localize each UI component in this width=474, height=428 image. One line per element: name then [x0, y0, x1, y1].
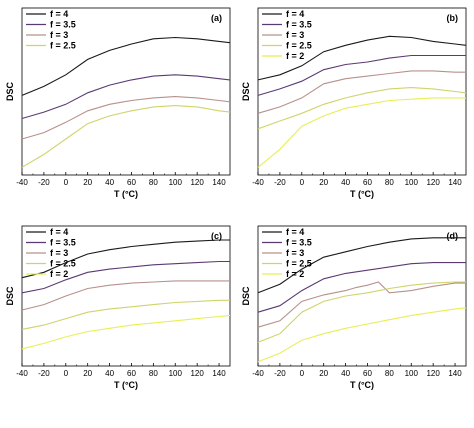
x-tick-label: -40 [16, 369, 28, 378]
legend-entry: f = 2.5 [50, 259, 76, 269]
x-tick-label: 120 [190, 178, 204, 187]
series-line-5 [257, 97, 466, 168]
panel-label: (d) [447, 231, 459, 241]
series-line-4 [21, 299, 230, 330]
legend-entry: f = 2.5 [286, 41, 312, 51]
x-tick-label: -20 [38, 178, 50, 187]
x-tick-label: 0 [64, 178, 69, 187]
x-tick-label: 120 [426, 369, 440, 378]
x-tick-label: 140 [212, 178, 226, 187]
x-tick-label: -20 [274, 178, 286, 187]
x-tick-label: 100 [405, 178, 419, 187]
series-line-3 [21, 280, 230, 311]
legend-entry: f = 3 [50, 248, 68, 258]
x-axis-label: T (°C) [114, 380, 138, 390]
x-tick-label: 60 [127, 369, 136, 378]
x-tick-label: -20 [38, 369, 50, 378]
x-tick-label: 140 [448, 178, 462, 187]
x-tick-label: 20 [83, 369, 92, 378]
x-tick-label: 60 [363, 178, 372, 187]
x-tick-label: 140 [212, 369, 226, 378]
legend-entry: f = 2 [50, 269, 68, 279]
series-line-5 [257, 307, 467, 363]
y-axis-label: DSC [5, 82, 15, 102]
legend-entry: f = 2.5 [286, 259, 312, 269]
series-line-1 [257, 237, 466, 294]
x-tick-label: 120 [190, 369, 204, 378]
x-tick-label: 40 [341, 369, 350, 378]
x-tick-label: 0 [64, 369, 69, 378]
x-tick-label: 60 [363, 369, 372, 378]
x-tick-label: 0 [300, 178, 305, 187]
legend-entry: f = 3.5 [286, 238, 312, 248]
legend-entry: f = 4 [286, 9, 304, 19]
x-tick-label: -40 [252, 178, 264, 187]
series-line-3 [257, 281, 466, 328]
x-tick-label: 20 [319, 178, 328, 187]
x-tick-label: 140 [448, 369, 462, 378]
legend-entry: f = 4 [50, 227, 68, 237]
panel-label: (b) [447, 13, 459, 23]
series-line-1 [21, 239, 230, 279]
series-line-4 [257, 87, 467, 130]
x-tick-label: -40 [252, 369, 264, 378]
legend-entry: f = 2.5 [50, 41, 76, 51]
legend-entry: f = 2 [286, 269, 304, 279]
x-tick-label: 100 [169, 369, 183, 378]
x-tick-label: 100 [169, 178, 183, 187]
x-tick-label: 80 [385, 369, 394, 378]
x-tick-label: 80 [385, 178, 394, 187]
legend-entry: f = 3.5 [50, 20, 76, 30]
panel-4: -40 -20 0 20 40 60 80 100 120 140 T (°C) DSC (d) f = … [241, 225, 467, 390]
y-axis-label: DSC [241, 286, 251, 306]
series-line-2 [21, 74, 231, 120]
x-axis-label: T (°C) [114, 189, 138, 199]
series-line-1 [257, 35, 467, 81]
legend-entry: f = 4 [286, 227, 304, 237]
x-tick-label: -20 [274, 369, 286, 378]
series-line-4 [257, 281, 466, 343]
x-tick-label: 80 [149, 178, 158, 187]
x-tick-label: 80 [149, 369, 158, 378]
legend-entry: f = 2 [286, 51, 304, 61]
x-axis-label: T (°C) [350, 189, 374, 199]
x-tick-label: 20 [319, 369, 328, 378]
series-line-5 [21, 314, 231, 350]
series-line-3 [257, 70, 466, 114]
x-axis-label: T (°C) [350, 380, 374, 390]
legend-entry: f = 3 [50, 30, 68, 40]
series-line-2 [257, 262, 466, 313]
series-line-2 [21, 260, 230, 294]
plot-frame [257, 225, 467, 367]
legend-entry: f = 3 [286, 248, 304, 258]
panel-1: -40 -20 0 20 40 60 80 100 120 140 T (°C) DSC (a) f = … [5, 7, 231, 199]
y-axis-label: DSC [5, 286, 15, 306]
x-tick-label: 0 [300, 369, 305, 378]
panel-label: (c) [211, 231, 222, 241]
plot-frame [257, 7, 467, 176]
series-line-3 [21, 96, 231, 140]
x-tick-label: 40 [105, 178, 114, 187]
x-tick-label: 120 [426, 178, 440, 187]
x-tick-label: 20 [83, 178, 92, 187]
x-tick-label: 100 [405, 369, 419, 378]
panel-2: -40 -20 0 20 40 60 80 100 120 140 T (°C) DSC (b) f = … [241, 7, 467, 199]
panel-3: -40 -20 0 20 40 60 80 100 120 140 T (°C) DSC (c) f = … [5, 225, 231, 390]
panel-label: (a) [211, 13, 222, 23]
plot-frame [21, 7, 231, 176]
legend-entry: f = 3 [286, 30, 304, 40]
legend-entry: f = 3.5 [286, 20, 312, 30]
legend-entry: f = 4 [50, 9, 68, 19]
series-line-2 [257, 54, 466, 96]
y-axis-label: DSC [241, 82, 251, 102]
x-tick-label: 40 [105, 369, 114, 378]
series-line-4 [21, 105, 231, 168]
legend-entry: f = 3.5 [50, 238, 76, 248]
x-tick-label: -40 [16, 178, 28, 187]
plot-frame [21, 225, 231, 367]
x-tick-label: 60 [127, 178, 136, 187]
series-line-1 [21, 36, 231, 96]
x-tick-label: 40 [341, 178, 350, 187]
